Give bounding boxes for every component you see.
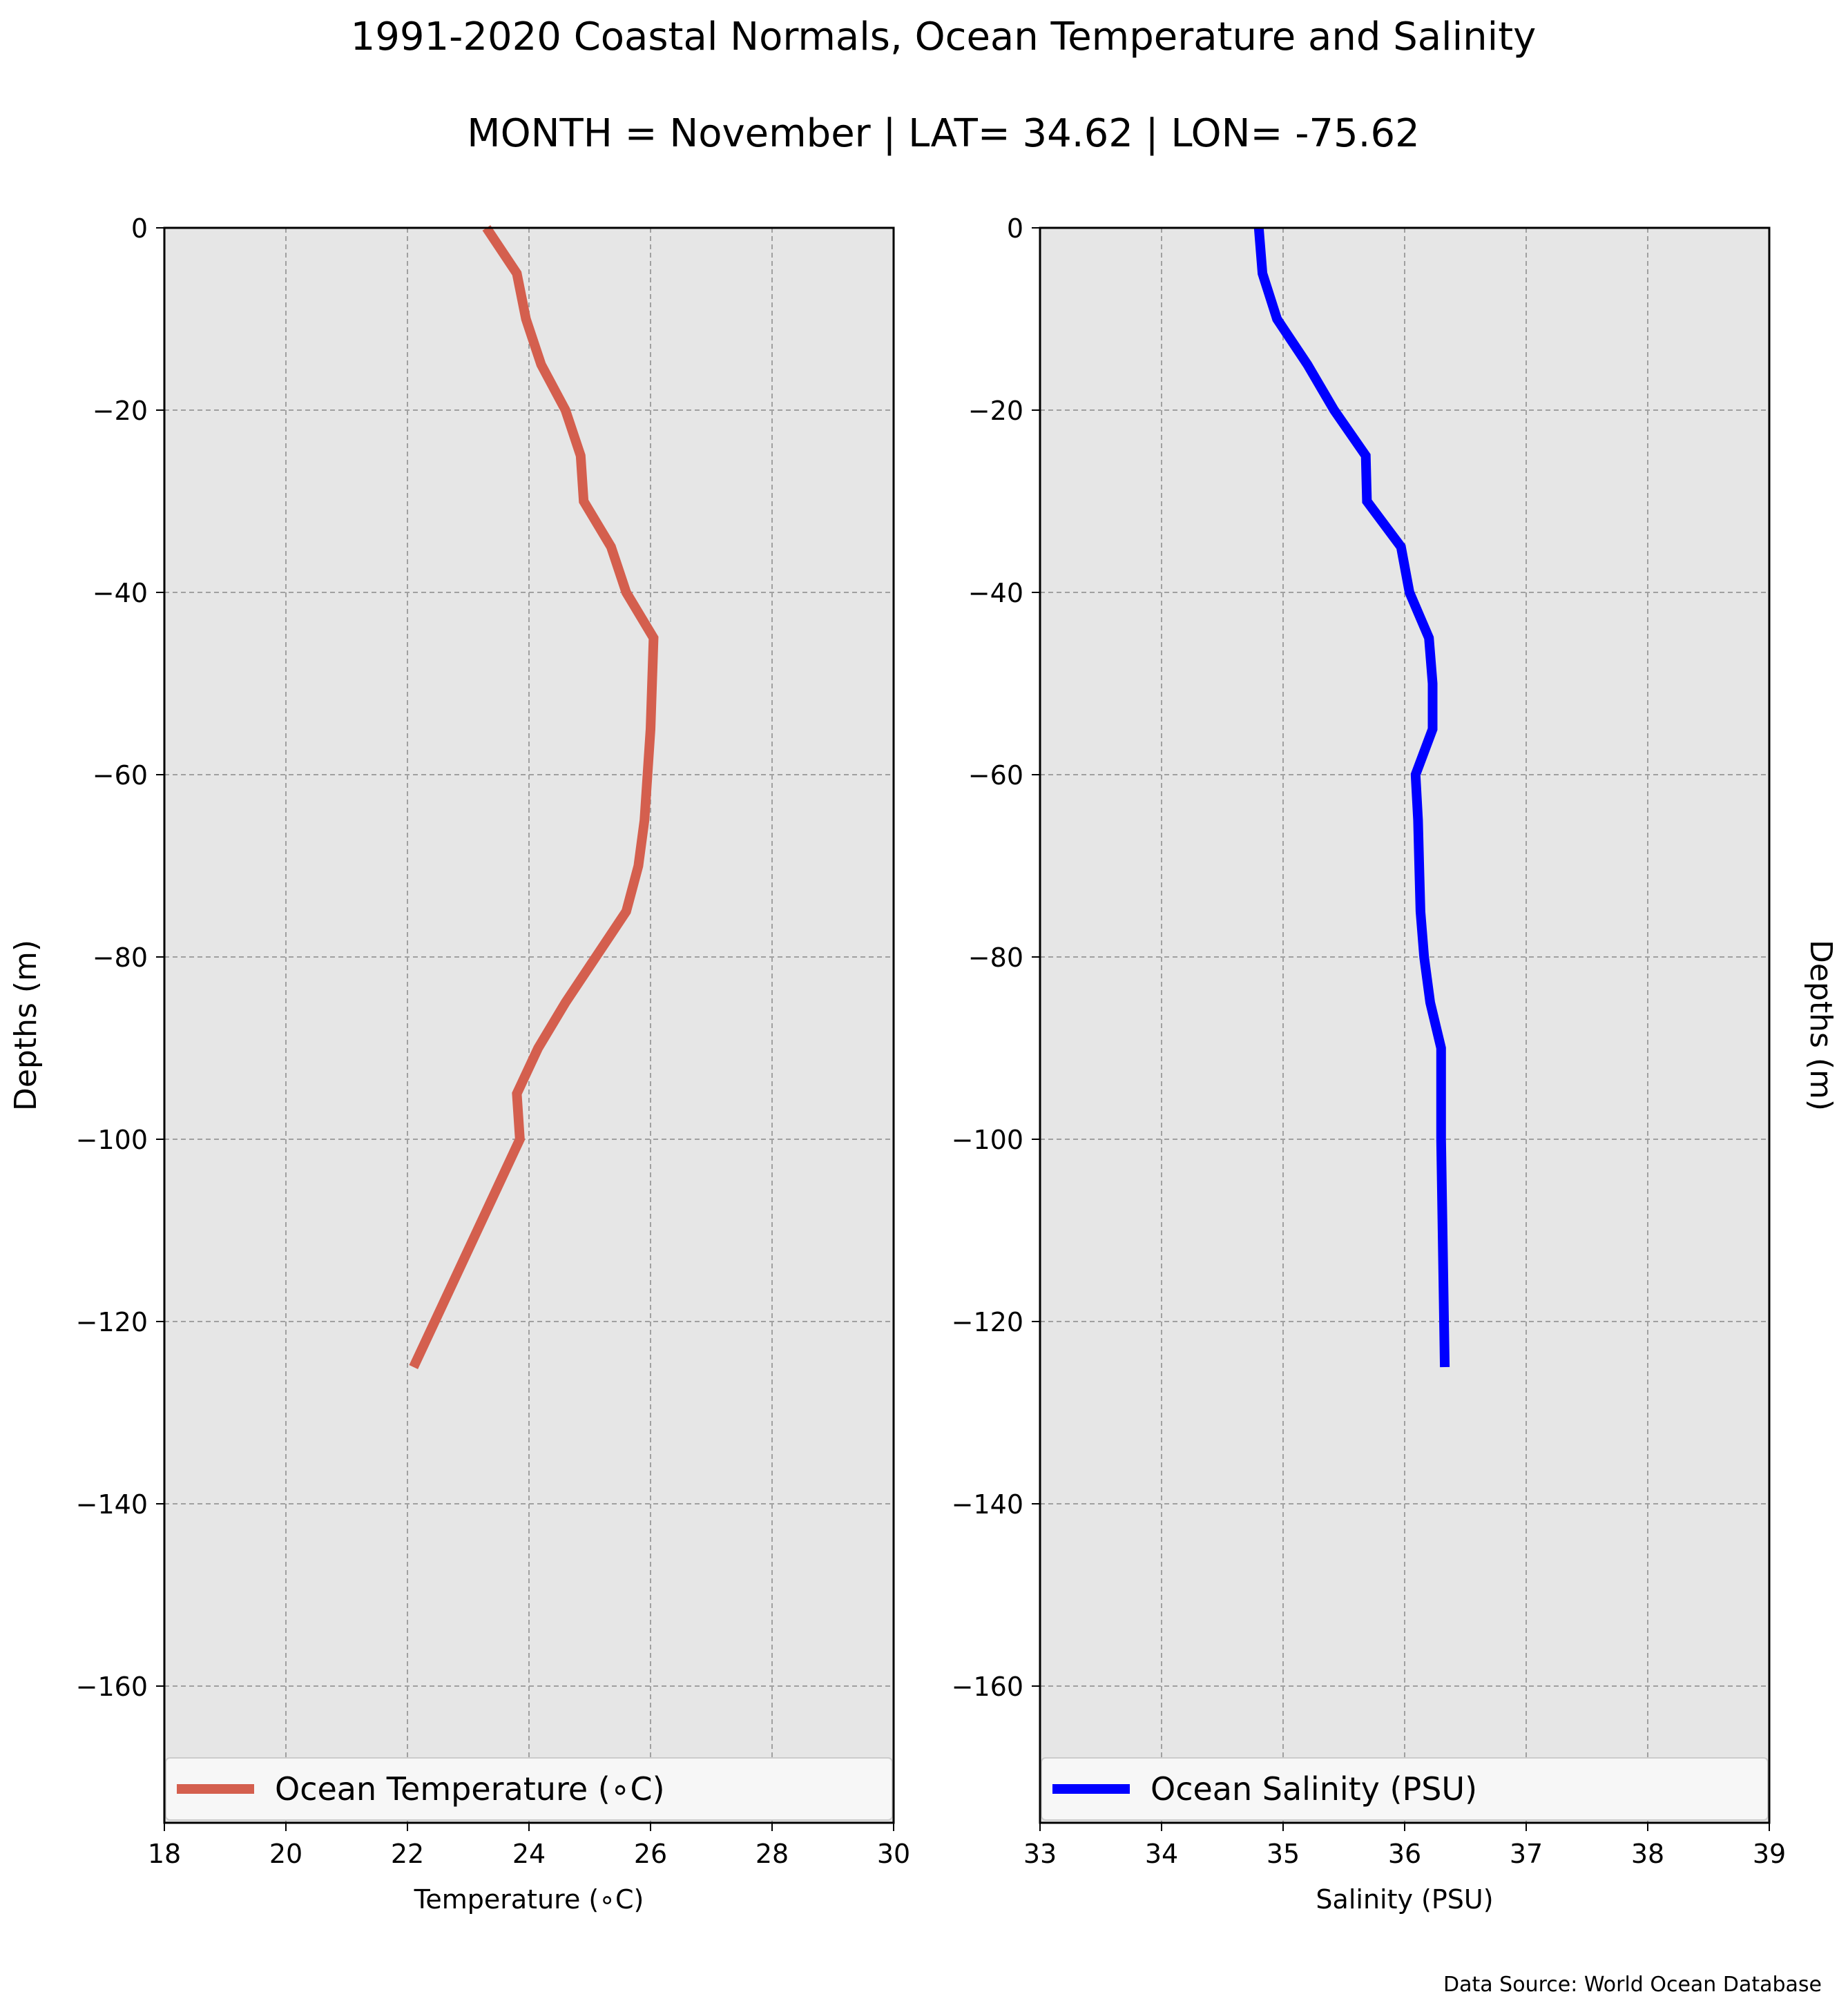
- temperature-y-tick-label: −120: [76, 1307, 148, 1337]
- salinity-y-tick-label: −160: [952, 1672, 1023, 1702]
- salinity-x-tick-label: 33: [1023, 1839, 1057, 1869]
- temperature-y-tick-label: −140: [76, 1489, 148, 1520]
- temperature-x-tick-label: 22: [391, 1839, 424, 1869]
- temperature-x-tick-label: 26: [634, 1839, 667, 1869]
- temperature-y-tick-label: −60: [93, 760, 148, 791]
- temperature-y-tick-label: −20: [93, 396, 148, 426]
- salinity-x-tick-label: 35: [1267, 1839, 1300, 1869]
- figure-subtitle: MONTH = November | LAT= 34.62 | LON= -75…: [467, 111, 1420, 156]
- figure-title: 1991-2020 Coastal Normals, Ocean Tempera…: [351, 14, 1537, 59]
- salinity-x-axis-label: Salinity (PSU): [1316, 1884, 1493, 1915]
- salinity-y-axis-label: Depths (m): [1803, 940, 1838, 1111]
- temperature-y-tick-label: 0: [131, 213, 148, 244]
- salinity-x-tick-label: 38: [1631, 1839, 1664, 1869]
- salinity-y-tick-label: −80: [968, 942, 1023, 973]
- temperature-legend-label: Ocean Temperature (∘C): [275, 1770, 665, 1808]
- salinity-panel: Ocean Salinity (PSU) 33 34 35 36 37 38 39 0 −20 −4…: [952, 213, 1838, 1915]
- temperature-y-tick-label: −100: [76, 1125, 148, 1155]
- salinity-x-tick-label: 34: [1145, 1839, 1178, 1869]
- salinity-y-tick-label: 0: [1007, 213, 1023, 244]
- temperature-x-tick-label: 24: [512, 1839, 546, 1869]
- temperature-series-line: [409, 225, 659, 1369]
- temperature-x-tick-label: 28: [755, 1839, 789, 1869]
- salinity-x-tick-label: 39: [1753, 1839, 1786, 1869]
- temperature-x-tick-label: 20: [269, 1839, 302, 1869]
- data-source-note: Data Source: World Ocean Database: [1443, 1973, 1822, 1997]
- salinity-legend-label: Ocean Salinity (PSU): [1151, 1770, 1477, 1808]
- temperature-y-axis-label: Depths (m): [8, 940, 44, 1111]
- temperature-y-tick-label: −40: [93, 578, 148, 608]
- salinity-x-tick-label: 36: [1388, 1839, 1421, 1869]
- salinity-x-tick-label: 37: [1510, 1839, 1543, 1869]
- temperature-x-axis-label: Temperature (∘C): [414, 1884, 644, 1915]
- temperature-x-tick-label: 18: [148, 1839, 181, 1869]
- temperature-legend: [165, 1757, 893, 1821]
- temperature-y-tick-label: −80: [93, 942, 148, 973]
- temperature-y-tick-label: −160: [76, 1672, 148, 1702]
- temperature-x-tick-label: 30: [877, 1839, 910, 1869]
- salinity-y-tick-label: −60: [968, 760, 1023, 791]
- salinity-legend: [1041, 1757, 1769, 1821]
- temperature-panel: Ocean Temperature (∘C) 18 20 22 24 26 28 30 0 −20…: [8, 213, 910, 1915]
- salinity-y-tick-label: −40: [968, 578, 1023, 608]
- salinity-y-tick-label: −20: [968, 396, 1023, 426]
- salinity-y-tick-label: −100: [952, 1125, 1023, 1155]
- salinity-y-tick-label: −120: [952, 1307, 1023, 1337]
- salinity-series-line: [1253, 227, 1450, 1368]
- salinity-y-tick-label: −140: [952, 1489, 1023, 1520]
